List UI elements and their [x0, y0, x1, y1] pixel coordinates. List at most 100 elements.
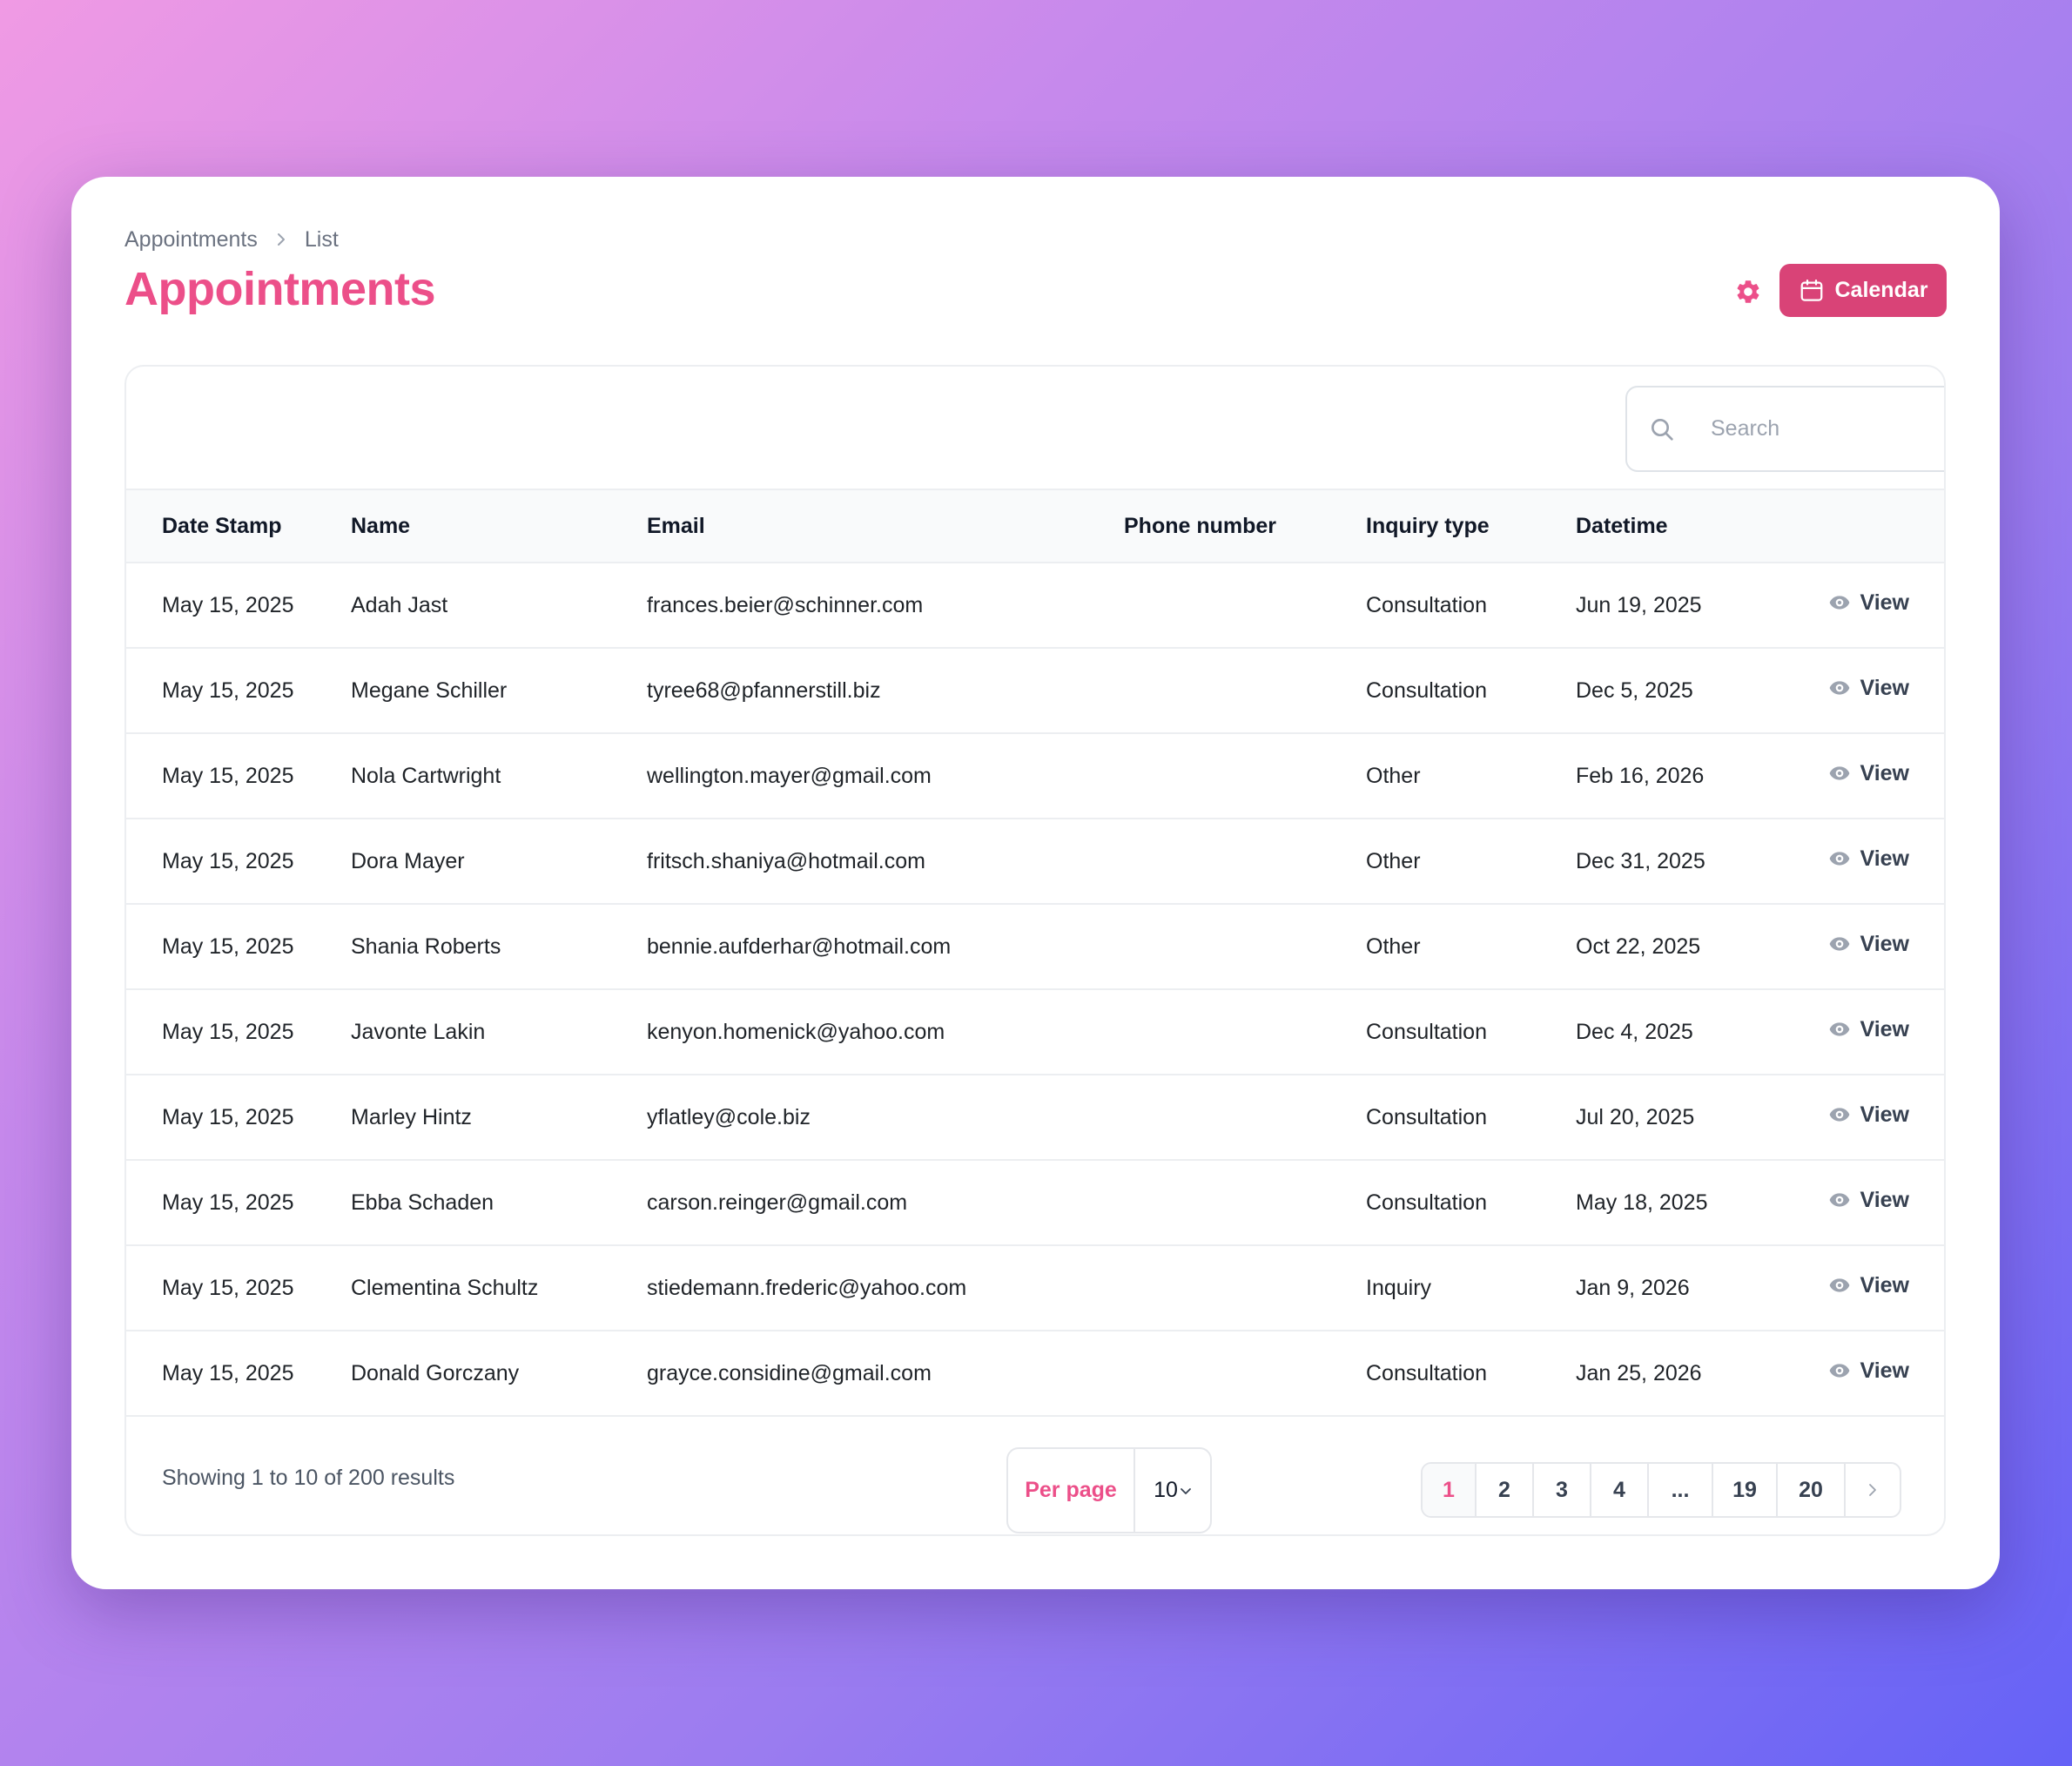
- date-stamp-cell: May 15, 2025: [126, 1331, 351, 1417]
- page-button-20[interactable]: 20: [1778, 1464, 1846, 1516]
- column-header-phone-number[interactable]: Phone number: [1124, 489, 1366, 563]
- date-stamp-cell: May 15, 2025: [126, 648, 351, 734]
- column-header-date-stamp[interactable]: Date Stamp: [126, 489, 351, 563]
- table-row: May 15, 2025 Donald Gorczany grayce.consid…: [126, 1331, 1944, 1417]
- name-cell: Ebba Schaden: [351, 1160, 647, 1246]
- name-cell: Shania Roberts: [351, 904, 647, 990]
- datetime-cell: Dec 4, 2025: [1576, 989, 1793, 1075]
- breadcrumb-parent-link[interactable]: Appointments: [124, 226, 258, 252]
- search-icon: [1652, 418, 1673, 441]
- view-button[interactable]: View: [1828, 1273, 1909, 1298]
- date-stamp-cell: May 15, 2025: [126, 733, 351, 819]
- appointments-card: Appointments List Appointments Calendar: [71, 177, 2000, 1589]
- datetime-cell: Jan 9, 2026: [1576, 1245, 1793, 1331]
- phone-number-cell: [1124, 1075, 1366, 1161]
- email-cell: yflatley@cole.biz: [647, 1075, 1124, 1161]
- view-button[interactable]: View: [1828, 1017, 1909, 1042]
- view-button[interactable]: View: [1828, 676, 1909, 701]
- eye-icon: [1830, 1364, 1850, 1378]
- per-page-control: Per page 10: [1006, 1447, 1212, 1533]
- phone-number-cell: [1124, 648, 1366, 734]
- date-stamp-cell: May 15, 2025: [126, 1160, 351, 1246]
- calendar-button[interactable]: Calendar: [1779, 264, 1947, 317]
- eye-icon: [1830, 852, 1850, 866]
- name-cell: Adah Jast: [351, 563, 647, 649]
- view-button-label: View: [1860, 1016, 1909, 1041]
- table-row: May 15, 2025 Ebba Schaden carson.reinger@g…: [126, 1160, 1944, 1246]
- date-stamp-cell: May 15, 2025: [126, 989, 351, 1075]
- view-button-label: View: [1860, 931, 1909, 956]
- table-row: May 15, 2025 Adah Jast frances.beier@schin…: [126, 563, 1944, 649]
- eye-icon: [1830, 1278, 1850, 1292]
- datetime-cell: Jan 25, 2026: [1576, 1331, 1793, 1417]
- page-button-19[interactable]: 19: [1713, 1464, 1778, 1516]
- phone-number-cell: [1124, 563, 1366, 649]
- actions-cell: View: [1793, 563, 1944, 649]
- actions-cell: View: [1793, 989, 1944, 1075]
- inquiry-type-cell: Consultation: [1366, 989, 1576, 1075]
- datetime-cell: Jul 20, 2025: [1576, 1075, 1793, 1161]
- breadcrumb-current: List: [304, 226, 339, 252]
- name-cell: Marley Hintz: [351, 1075, 647, 1161]
- settings-button[interactable]: [1731, 274, 1766, 309]
- view-button-label: View: [1860, 1102, 1909, 1127]
- view-button[interactable]: View: [1828, 846, 1909, 872]
- chevron-right-icon: [1869, 1484, 1876, 1496]
- name-cell: Dora Mayer: [351, 819, 647, 905]
- email-cell: frances.beier@schinner.com: [647, 563, 1124, 649]
- email-cell: grayce.considine@gmail.com: [647, 1331, 1124, 1417]
- column-header-inquiry-type[interactable]: Inquiry type: [1366, 489, 1576, 563]
- phone-number-cell: [1124, 1245, 1366, 1331]
- column-header-email[interactable]: Email: [647, 489, 1124, 563]
- phone-number-cell: [1124, 904, 1366, 990]
- name-cell: Javonte Lakin: [351, 989, 647, 1075]
- email-cell: tyree68@pfannerstill.biz: [647, 648, 1124, 734]
- per-page-select[interactable]: 10: [1135, 1478, 1210, 1503]
- actions-cell: View: [1793, 1245, 1944, 1331]
- view-button[interactable]: View: [1828, 761, 1909, 786]
- date-stamp-cell: May 15, 2025: [126, 904, 351, 990]
- per-page-label: Per page: [1008, 1449, 1135, 1532]
- view-button[interactable]: View: [1828, 1358, 1909, 1384]
- gear-icon: [1737, 280, 1759, 303]
- eye-icon: [1830, 1022, 1850, 1036]
- table-row: May 15, 2025 Clementina Schultz stiedemann…: [126, 1245, 1944, 1331]
- page-button-1[interactable]: 1: [1423, 1464, 1477, 1516]
- table-row: May 15, 2025 Dora Mayer fritsch.shaniya@ho…: [126, 819, 1944, 905]
- view-button[interactable]: View: [1828, 1102, 1909, 1128]
- actions-cell: View: [1793, 648, 1944, 734]
- chevron-down-icon: [1181, 1487, 1191, 1494]
- table-body: May 15, 2025 Adah Jast frances.beier@schin…: [126, 563, 1944, 1417]
- search-box[interactable]: [1625, 386, 1944, 472]
- actions-cell: View: [1793, 733, 1944, 819]
- date-stamp-cell: May 15, 2025: [126, 819, 351, 905]
- email-cell: kenyon.homenick@yahoo.com: [647, 989, 1124, 1075]
- view-button[interactable]: View: [1828, 590, 1909, 616]
- view-button-label: View: [1860, 590, 1909, 615]
- view-button-label: View: [1860, 675, 1909, 700]
- view-button[interactable]: View: [1828, 932, 1909, 957]
- pagination-ellipsis: ...: [1649, 1464, 1713, 1516]
- view-button-label: View: [1860, 1358, 1909, 1383]
- column-header-name[interactable]: Name: [351, 489, 647, 563]
- view-button-label: View: [1860, 846, 1909, 871]
- phone-number-cell: [1124, 819, 1366, 905]
- appointments-table-panel: Date Stamp Name Email Phone number Inqui…: [124, 365, 1946, 1536]
- next-page-button[interactable]: [1846, 1464, 1900, 1516]
- datetime-cell: Oct 22, 2025: [1576, 904, 1793, 990]
- eye-icon: [1830, 1108, 1850, 1122]
- email-cell: stiedemann.frederic@yahoo.com: [647, 1245, 1124, 1331]
- name-cell: Megane Schiller: [351, 648, 647, 734]
- page-button-2[interactable]: 2: [1477, 1464, 1534, 1516]
- table-row: May 15, 2025 Marley Hintz yflatley@cole.bi…: [126, 1075, 1944, 1161]
- inquiry-type-cell: Consultation: [1366, 563, 1576, 649]
- datetime-cell: Jun 19, 2025: [1576, 563, 1793, 649]
- page-button-4[interactable]: 4: [1591, 1464, 1649, 1516]
- actions-cell: View: [1793, 1331, 1944, 1417]
- table-header-row: Date Stamp Name Email Phone number Inqui…: [126, 489, 1944, 563]
- search-input[interactable]: [1709, 415, 1944, 442]
- eye-icon: [1830, 681, 1850, 695]
- column-header-datetime[interactable]: Datetime: [1576, 489, 1793, 563]
- page-button-3[interactable]: 3: [1534, 1464, 1591, 1516]
- view-button[interactable]: View: [1828, 1188, 1909, 1213]
